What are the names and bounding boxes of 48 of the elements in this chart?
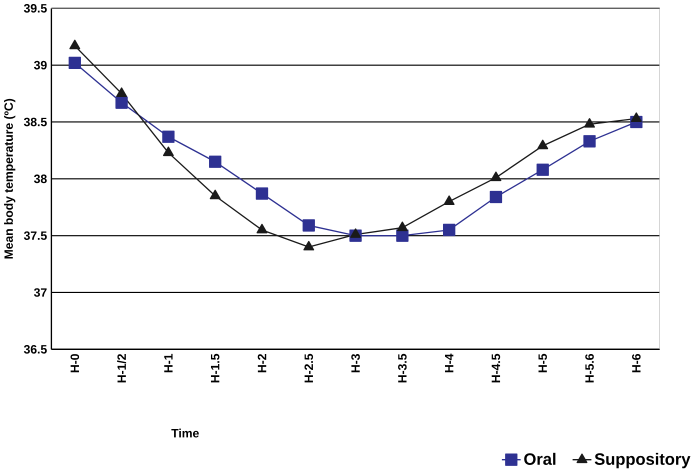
point (115, 96, 128, 109)
point (162, 146, 174, 156)
point (302, 219, 315, 232)
x-tick-label: H-5.6 (585, 354, 594, 382)
x-tick-label: H-5 (538, 354, 547, 372)
y-tick-label: 37.5 (24, 231, 47, 240)
x-tick-label: H-6 (632, 354, 641, 372)
x-tick-label: H-1.5 (210, 354, 220, 382)
y-tick-label: 38 (34, 174, 47, 184)
point (209, 156, 222, 168)
point (116, 87, 128, 97)
x-tick-label: H-3.5 (398, 354, 407, 382)
point (350, 228, 361, 238)
legend-label: Oral (524, 452, 556, 465)
point (583, 135, 596, 148)
point (303, 240, 314, 250)
point (396, 222, 408, 232)
y-tick-label: 36.5 (24, 345, 47, 354)
point (69, 40, 80, 50)
x-tick-label: H-2 (258, 354, 266, 372)
y-tick-label: 38.5 (24, 118, 47, 126)
x-tick-label: H-1 (164, 354, 173, 372)
legend-label: Suppository (594, 452, 690, 468)
point (162, 130, 175, 143)
point (536, 164, 549, 176)
point (630, 112, 642, 122)
x-tick-label: H-3 (351, 354, 360, 372)
x-tick-label: H-0 (70, 354, 80, 372)
point (256, 187, 268, 200)
y-axis-title: Mean body temperature (ºC) (4, 98, 16, 259)
x-axis-title: Time (171, 428, 199, 438)
point (210, 190, 221, 200)
x-tick-label: H-2.5 (304, 354, 314, 382)
point (444, 195, 455, 205)
point (537, 140, 548, 150)
point (490, 172, 502, 182)
point (68, 56, 81, 70)
point (442, 224, 456, 236)
x-tick-label: H-4.5 (492, 354, 500, 382)
point (490, 190, 502, 204)
point (396, 229, 409, 242)
y-tick-label: 37 (34, 288, 47, 297)
y-tick-label: 39.5 (24, 4, 47, 13)
x-tick-label: H-1/2 (117, 354, 126, 382)
x-tick-label: H-4 (445, 354, 454, 372)
point (256, 224, 268, 234)
point (584, 118, 595, 128)
y-tick-label: 39 (34, 60, 47, 70)
